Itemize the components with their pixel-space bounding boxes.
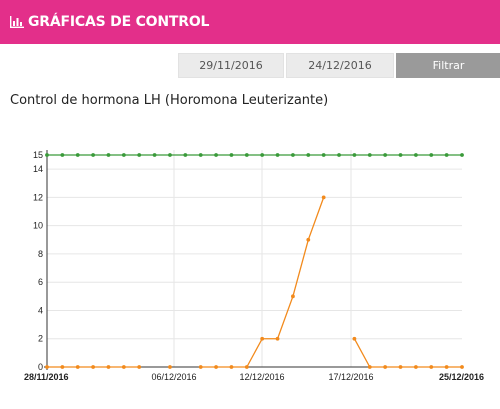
y-tick-label: 12	[33, 192, 43, 202]
data-point	[106, 153, 111, 157]
data-point	[367, 365, 372, 369]
data-point	[460, 153, 464, 157]
x-tick-label: 06/12/2016	[151, 372, 196, 382]
data-point	[352, 336, 357, 341]
data-point	[383, 365, 388, 369]
data-point	[275, 153, 280, 157]
data-point	[244, 365, 249, 369]
data-point	[413, 153, 418, 157]
y-tick-label: 10	[33, 221, 43, 231]
data-point	[214, 153, 218, 157]
chart-title: Control de hormona LH (Horomona Leuteriz…	[10, 93, 329, 108]
data-point	[183, 153, 188, 157]
data-point	[75, 153, 80, 157]
bar-chart-icon	[10, 16, 24, 28]
data-point	[306, 153, 311, 157]
data-point	[137, 365, 142, 369]
data-point	[321, 153, 326, 157]
data-point	[60, 153, 65, 157]
data-point	[275, 336, 280, 341]
y-tick-label: 4	[38, 305, 43, 315]
y-tick-label: 0	[38, 362, 43, 372]
date-from-field[interactable]: 29/11/2016	[178, 53, 284, 78]
data-point	[121, 153, 126, 157]
data-point	[137, 153, 142, 157]
date-filter-bar: 29/11/2016 24/12/2016 Filtrar	[178, 53, 500, 78]
data-point	[398, 365, 403, 369]
data-point	[337, 153, 341, 157]
y-tick-label: 2	[38, 334, 43, 344]
data-point	[460, 365, 464, 369]
x-tick-label: 12/12/2016	[239, 372, 284, 382]
y-tick-label: 15	[33, 150, 43, 160]
data-point	[168, 365, 172, 369]
page-title: GRÁFICAS DE CONTROL	[28, 14, 210, 30]
data-point	[413, 365, 418, 369]
filter-button[interactable]: Filtrar	[396, 53, 500, 78]
data-point	[321, 195, 326, 200]
data-point	[198, 153, 203, 157]
y-tick-label: 6	[38, 277, 43, 287]
data-point	[214, 365, 218, 369]
data-point	[444, 153, 449, 157]
data-point	[429, 153, 434, 157]
y-tick-label: 8	[38, 249, 43, 259]
data-point	[106, 365, 111, 369]
data-point	[429, 365, 434, 369]
data-point	[291, 153, 295, 157]
data-point	[291, 294, 295, 299]
data-point	[383, 153, 388, 157]
data-point	[398, 153, 403, 157]
y-tick-label: 14	[33, 164, 43, 174]
data-point	[244, 153, 249, 157]
data-point	[260, 153, 265, 157]
data-point	[352, 153, 357, 157]
data-point	[367, 153, 372, 157]
data-point	[45, 153, 49, 157]
data-point	[260, 336, 265, 341]
series-line-1	[353, 338, 462, 368]
data-point	[91, 365, 96, 369]
data-point	[75, 365, 80, 369]
data-point	[198, 365, 203, 369]
data-point	[306, 237, 311, 242]
data-point	[229, 365, 234, 369]
data-point	[229, 153, 234, 157]
x-tick-label: 28/11/2016	[24, 372, 69, 382]
data-point	[60, 365, 65, 369]
data-point	[121, 365, 126, 369]
page-header: GRÁFICAS DE CONTROL	[0, 0, 500, 44]
data-point	[45, 365, 49, 369]
data-point	[152, 153, 157, 157]
x-tick-label: 17/12/2016	[328, 372, 373, 382]
data-point	[444, 365, 449, 369]
date-to-field[interactable]: 24/12/2016	[286, 53, 394, 78]
data-point	[168, 153, 172, 157]
data-point	[91, 153, 96, 157]
x-tick-label: 25/12/2016	[439, 372, 484, 382]
